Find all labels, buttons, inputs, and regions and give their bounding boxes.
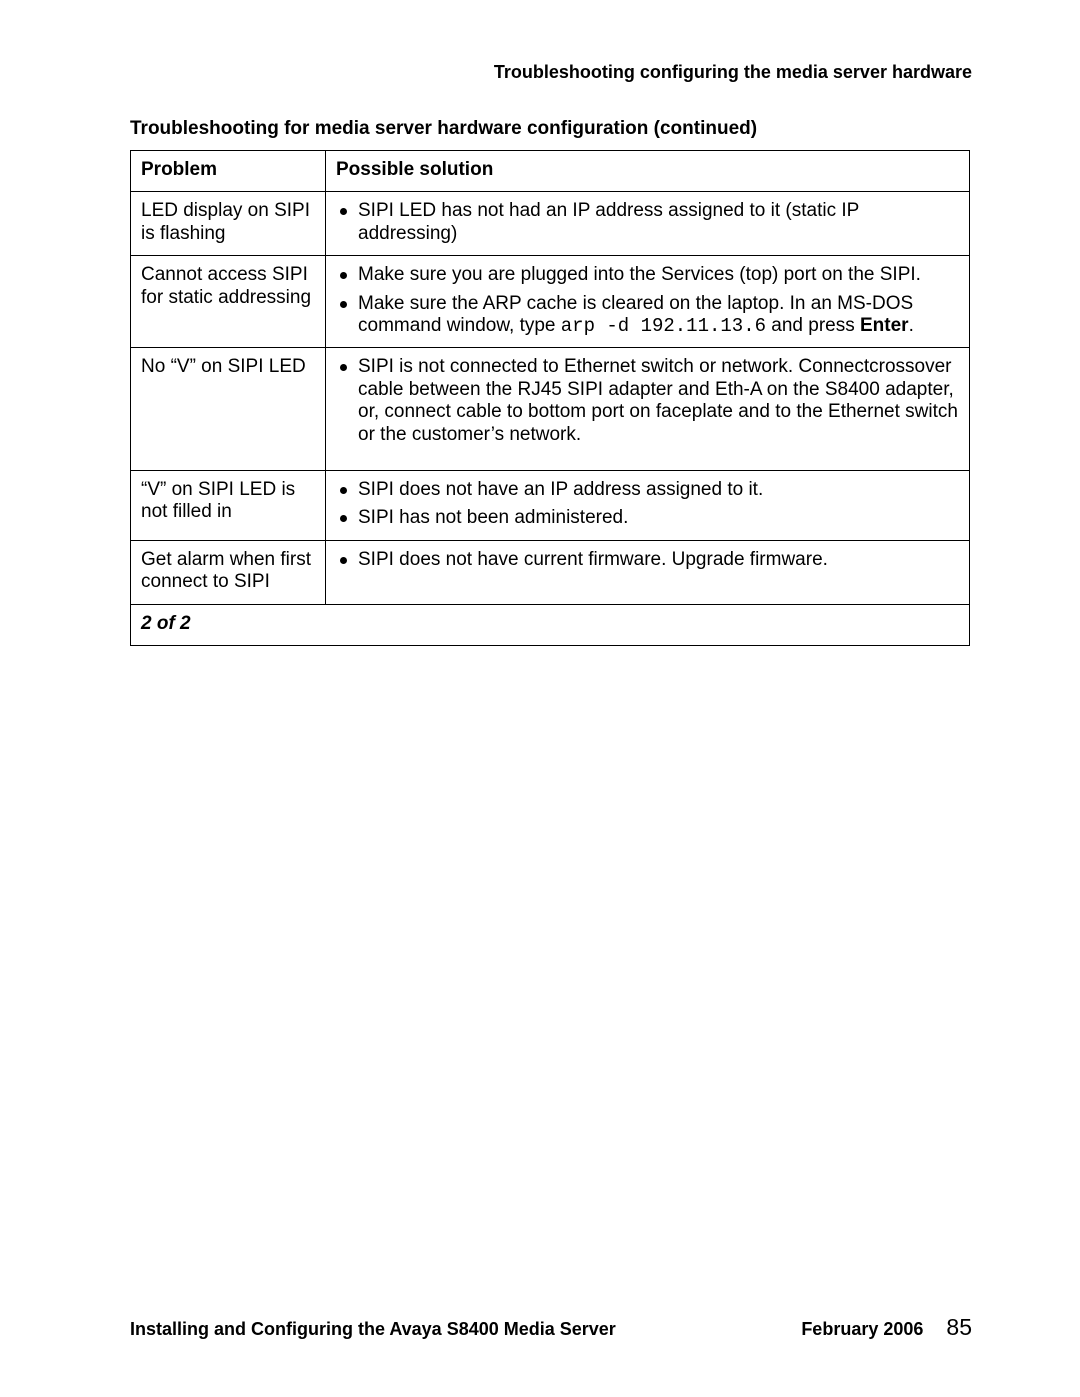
table-row: Get alarm when first connect to SIPI SIP… [131,540,970,604]
footer-right: February 2006 85 [801,1314,972,1341]
table-row: LED display on SIPI is flashing SIPI LED… [131,192,970,256]
page-footer: Installing and Configuring the Avaya S84… [130,1314,972,1341]
problem-cell: Cannot access SIPI for static addressing [131,256,326,348]
solution-bullet: SIPI LED has not had an IP address assig… [336,200,959,245]
solution-cell: SIPI does not have current firmware. Upg… [326,540,970,604]
solution-cell: SIPI does not have an IP address assigne… [326,471,970,541]
table-row: Cannot access SIPI for static addressing… [131,256,970,348]
col-header-problem: Problem [131,151,326,192]
table-header-row: Problem Possible solution [131,151,970,192]
command-text: arp -d 192.11.13.6 [561,315,766,337]
solution-bullet: SIPI has not been administered. [336,507,959,529]
table-row: No “V” on SIPI LED SIPI is not connected… [131,348,970,471]
problem-cell: LED display on SIPI is flashing [131,192,326,256]
footer-date: February 2006 [801,1319,923,1339]
problem-cell: No “V” on SIPI LED [131,348,326,471]
footer-doc-title: Installing and Configuring the Avaya S84… [130,1319,616,1340]
solution-bullet: SIPI is not connected to Ethernet switch… [336,356,959,446]
solution-bullet: SIPI does not have an IP address assigne… [336,479,959,501]
solution-cell: Make sure you are plugged into the Servi… [326,256,970,348]
footer-page-number: 85 [946,1314,972,1340]
troubleshooting-table: Problem Possible solution LED display on… [130,150,970,646]
problem-cell: “V” on SIPI LED is not filled in [131,471,326,541]
table-row: “V” on SIPI LED is not filled in SIPI do… [131,471,970,541]
bullet-text: . [909,315,914,336]
solution-bullet: Make sure you are plugged into the Servi… [336,264,959,286]
table-pager: 2 of 2 [131,604,970,645]
table-title: Troubleshooting for media server hardwar… [130,118,970,140]
solution-bullet: SIPI does not have current firmware. Upg… [336,549,959,571]
document-page: Troubleshooting configuring the media se… [0,0,1080,1397]
running-header: Troubleshooting configuring the media se… [494,62,972,83]
table-pager-row: 2 of 2 [131,604,970,645]
key-name: Enter [860,315,909,336]
col-header-solution: Possible solution [326,151,970,192]
solution-bullet: Make sure the ARP cache is cleared on th… [336,293,959,338]
solution-cell: SIPI LED has not had an IP address assig… [326,192,970,256]
bullet-text: and press [766,315,860,336]
solution-cell: SIPI is not connected to Ethernet switch… [326,348,970,471]
problem-cell: Get alarm when first connect to SIPI [131,540,326,604]
